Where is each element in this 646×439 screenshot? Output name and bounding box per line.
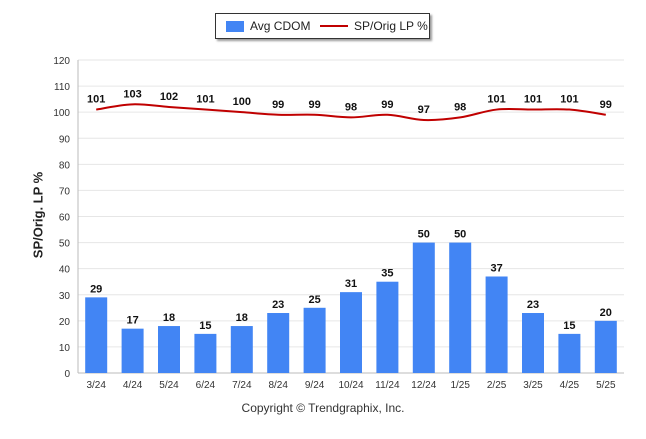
x-tick-label: 12/24 xyxy=(411,380,436,391)
x-tick-label: 10/24 xyxy=(338,380,363,391)
y-tick-label: 110 xyxy=(54,82,70,93)
line-series-path xyxy=(96,103,606,122)
line-data-label: 99 xyxy=(381,99,393,111)
y-tick-label: 90 xyxy=(59,134,71,145)
legend: Avg CDOM SP/Orig LP % xyxy=(215,13,430,39)
x-tick-label: 11/24 xyxy=(375,380,400,391)
line-data-label: 101 xyxy=(560,94,578,106)
bar xyxy=(121,328,144,373)
line-data-label: 98 xyxy=(454,101,466,113)
bar-data-label: 23 xyxy=(527,299,539,311)
bar-data-label: 37 xyxy=(490,262,502,274)
line-data-label: 103 xyxy=(123,88,141,100)
y-tick-label: 0 xyxy=(64,369,70,380)
x-tick-label: 9/24 xyxy=(305,380,325,391)
y-tick-label: 80 xyxy=(59,160,71,171)
bar-data-label: 23 xyxy=(272,299,284,311)
bar-data-label: 31 xyxy=(345,278,357,290)
bar xyxy=(194,333,217,373)
x-tick-labels: 3/24 4/24 5/24 6/24 7/24 8/24 9/24 10/24 11/24 12… xyxy=(86,380,616,391)
x-tick-label: 3/24 xyxy=(86,380,106,391)
bar xyxy=(340,292,362,373)
line-data-label: 97 xyxy=(418,104,430,116)
x-tick-label: 2/25 xyxy=(487,380,507,391)
y-tick-label: 40 xyxy=(59,265,71,276)
line-data-label: 99 xyxy=(308,99,320,111)
line-data-label: 100 xyxy=(233,96,251,108)
bar xyxy=(230,326,253,373)
y-tick-label: 20 xyxy=(59,317,71,328)
x-tick-label: 5/25 xyxy=(596,380,616,391)
bar-data-label: 50 xyxy=(418,229,430,241)
y-tick-label: 30 xyxy=(59,291,71,302)
copyright-text: Copyright © Trendgraphix, Inc. xyxy=(241,401,405,415)
bar-data-label: 20 xyxy=(600,307,612,319)
bar xyxy=(412,242,435,373)
y-tick-label: 100 xyxy=(53,108,70,119)
legend-item-avg-cdom[interactable]: Avg CDOM xyxy=(226,19,310,33)
bar xyxy=(558,333,581,373)
line-data-label: 101 xyxy=(87,94,105,106)
line-data-label: 101 xyxy=(487,94,505,106)
bar xyxy=(267,313,290,373)
y-tick-label: 60 xyxy=(59,213,71,224)
line-data-label: 102 xyxy=(160,91,178,103)
y-tick-label: 120 xyxy=(53,56,70,67)
x-tick-label: 4/25 xyxy=(560,380,580,391)
x-tick-label: 7/24 xyxy=(232,380,252,391)
bar-data-label: 15 xyxy=(563,320,575,332)
bar xyxy=(594,320,617,373)
bar xyxy=(376,281,399,373)
line-series xyxy=(96,103,606,122)
y-tick-label: 50 xyxy=(59,239,71,250)
bar-data-label: 29 xyxy=(90,283,102,295)
bar-data-label: 35 xyxy=(381,268,393,280)
bar-series xyxy=(85,242,617,373)
line-data-label: 98 xyxy=(345,101,357,113)
line-data-label: 101 xyxy=(524,94,542,106)
gridlines xyxy=(78,59,624,374)
bar xyxy=(449,242,472,373)
x-tick-label: 8/24 xyxy=(268,380,288,391)
x-tick-label: 1/25 xyxy=(450,380,470,391)
x-tick-label: 6/24 xyxy=(196,380,216,391)
y-tick-labels: 0 10 20 30 40 50 60 70 80 90 100 110 120 xyxy=(53,56,70,380)
bar xyxy=(485,276,508,373)
bar-data-label: 18 xyxy=(163,312,175,324)
bar-data-label: 50 xyxy=(454,229,466,241)
y-axis-label: SP/Orig. LP % xyxy=(30,171,46,259)
line-data-labels: 101 103 102 101 100 99 99 98 99 97 98 101 101 101 99 xyxy=(87,88,612,116)
bar xyxy=(85,297,108,373)
legend-label-sp-orig-lp: SP/Orig LP % xyxy=(354,19,428,33)
bar xyxy=(303,307,326,373)
line-data-label: 101 xyxy=(196,94,214,106)
bar-data-label: 25 xyxy=(308,294,320,306)
legend-item-sp-orig-lp[interactable]: SP/Orig LP % xyxy=(320,19,428,33)
legend-swatch-line xyxy=(320,25,348,27)
bar-data-label: 18 xyxy=(236,312,248,324)
y-tick-label: 10 xyxy=(59,343,71,354)
bar-data-label: 15 xyxy=(199,320,211,332)
legend-label-avg-cdom: Avg CDOM xyxy=(250,19,311,33)
x-tick-label: 5/24 xyxy=(159,380,179,391)
bar-data-label: 17 xyxy=(126,315,138,327)
x-tick-label: 3/25 xyxy=(523,380,543,391)
legend-swatch-bar xyxy=(226,20,244,32)
bar xyxy=(522,313,544,373)
y-tick-label: 70 xyxy=(59,186,71,197)
line-data-label: 99 xyxy=(600,99,612,111)
x-tick-label: 4/24 xyxy=(123,380,143,391)
bar xyxy=(158,326,180,373)
line-data-label: 99 xyxy=(272,99,284,111)
bar-data-labels: 29 17 18 15 18 23 25 31 35 50 50 37 23 15 20 xyxy=(90,229,612,332)
